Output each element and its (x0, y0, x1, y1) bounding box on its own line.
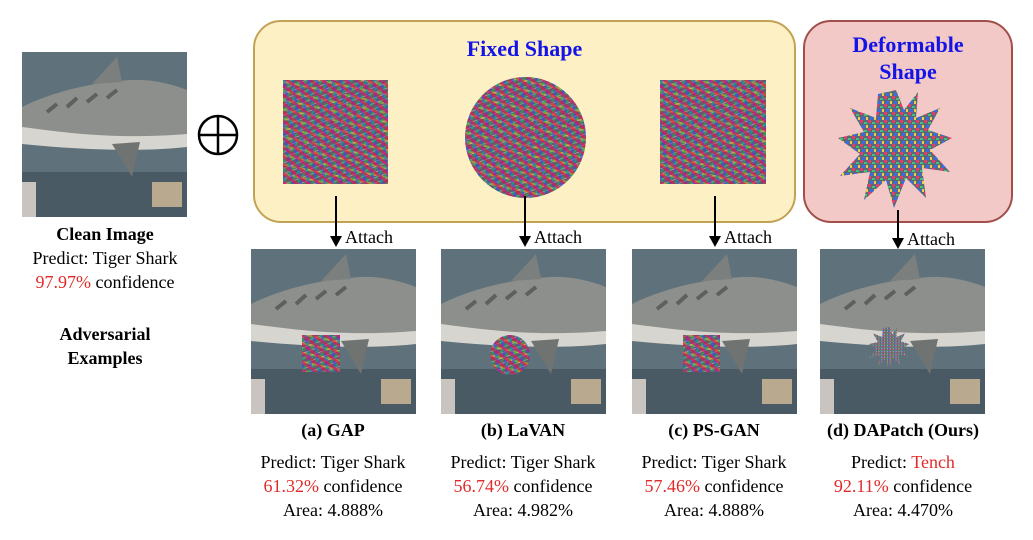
lavan-patch (465, 77, 586, 198)
gap-attached-patch (302, 335, 340, 372)
example-area: Area: 4.470% (853, 500, 953, 520)
clean-image-title: Clean Image (56, 224, 154, 244)
clean-image-confidence: 97.97% confidence (0, 270, 210, 294)
attach-arrow-b (524, 196, 526, 237)
confidence-value: 57.46% (644, 476, 701, 496)
deformable-shape-title-line1: Deformable (852, 32, 964, 57)
psgan-attached-patch (683, 335, 720, 372)
example-confidence: 56.74% confidence (413, 474, 633, 498)
adversarial-label-line1: Adversarial (59, 324, 151, 344)
example-area: Area: 4.982% (473, 500, 573, 520)
example-confidence: 57.46% confidence (604, 474, 824, 498)
predict-class: Tench (911, 452, 955, 472)
predict-class: Tiger Shark (701, 452, 787, 472)
confidence-suffix: confidence (319, 476, 403, 496)
example-prediction: Predict: Tiger Shark (223, 450, 443, 474)
attach-arrow-a (335, 196, 337, 237)
example-caption: (c) PS-GAN (668, 420, 760, 440)
attach-label-c: Attach (724, 227, 772, 247)
example-area: Area: 4.888% (283, 500, 383, 520)
example-area: Area: 4.888% (664, 500, 764, 520)
example-caption: (d) DAPatch (Ours) (827, 420, 979, 440)
confidence-value: 92.11% (833, 476, 889, 496)
adv-image-gap (251, 249, 416, 414)
confidence-suffix: confidence (888, 476, 973, 496)
confidence-value: 56.74% (453, 476, 510, 496)
predict-prefix: Predict: (260, 452, 321, 472)
attach-arrow-d (897, 210, 899, 238)
lavan-attached-patch (490, 335, 530, 375)
confidence-value: 97.97% (35, 272, 92, 292)
predict-class: Tiger Shark (510, 452, 596, 472)
predict-prefix: Predict: (450, 452, 511, 472)
predict-class: Tiger Shark (320, 452, 406, 472)
attach-label-a: Attach (345, 227, 393, 247)
attach-arrowhead-b (519, 236, 531, 247)
dapatch-patch (838, 90, 952, 208)
predict-prefix: Predict: (851, 452, 912, 472)
fixed-shape-title: Fixed Shape (466, 36, 583, 61)
confidence-suffix: confidence (509, 476, 593, 496)
deformable-shape-title-line2: Shape (879, 59, 937, 84)
attach-arrowhead-d (892, 238, 904, 249)
confidence-suffix: confidence (91, 272, 175, 292)
attach-label-b: Attach (534, 227, 582, 247)
dapatch-attached-patch (868, 327, 910, 369)
example-prediction: Predict: Tench (793, 450, 1013, 474)
adversarial-label-line2: Examples (67, 348, 143, 368)
adv-image-dapatch (820, 249, 985, 414)
oplus-icon (197, 114, 239, 156)
example-confidence: 92.11% confidence (793, 474, 1013, 498)
clean-image (22, 52, 187, 217)
example-caption: (b) LaVAN (480, 420, 566, 440)
adv-image-psgan (632, 249, 797, 414)
confidence-value: 61.32% (263, 476, 320, 496)
attach-label-d: Attach (907, 229, 955, 249)
attach-arrow-c (714, 196, 716, 237)
example-caption: (a) GAP (301, 420, 365, 440)
example-prediction: Predict: Tiger Shark (604, 450, 824, 474)
attach-arrowhead-c (709, 236, 721, 247)
predict-class: Tiger Shark (92, 248, 178, 268)
gap-patch (283, 80, 388, 184)
adv-image-lavan (441, 249, 606, 414)
attach-arrowhead-a (330, 236, 342, 247)
example-confidence: 61.32% confidence (223, 474, 443, 498)
predict-prefix: Predict: (641, 452, 702, 472)
example-prediction: Predict: Tiger Shark (413, 450, 633, 474)
confidence-suffix: confidence (700, 476, 784, 496)
predict-prefix: Predict: (32, 248, 93, 268)
clean-image-prediction: Predict: Tiger Shark (0, 246, 210, 270)
psgan-patch (660, 80, 766, 184)
